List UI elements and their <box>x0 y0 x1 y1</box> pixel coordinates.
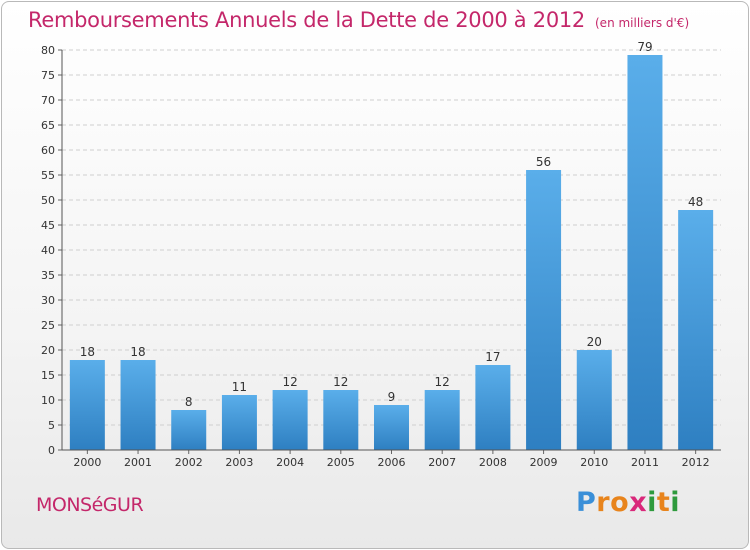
data-label-2007: 12 <box>435 375 450 389</box>
axes <box>61 50 721 451</box>
bar-2002 <box>171 410 207 450</box>
x-tick-label-2005: 2005 <box>327 456 355 469</box>
x-tick-label-2012: 2012 <box>682 456 710 469</box>
bar-2008 <box>475 365 511 450</box>
x-tick-label-2003: 2003 <box>225 456 253 469</box>
y-tick-label: 75 <box>41 69 55 82</box>
data-label-2012: 48 <box>688 195 703 209</box>
data-label-2011: 79 <box>637 40 652 54</box>
logo-letter: x <box>629 487 648 518</box>
chart-title-text: Remboursements Annuels de la Dette de 20… <box>28 8 585 32</box>
y-tick-label: 10 <box>41 394 55 407</box>
y-tick-label: 35 <box>41 269 55 282</box>
x-tick-label-2010: 2010 <box>580 456 608 469</box>
x-tick-label-2011: 2011 <box>631 456 659 469</box>
bar-2012 <box>678 210 714 450</box>
y-tick-label: 40 <box>41 244 55 257</box>
data-label-2009: 56 <box>536 155 551 169</box>
bars <box>69 55 714 450</box>
y-tick-label: 20 <box>41 344 55 357</box>
x-tick-label-2001: 2001 <box>124 456 152 469</box>
logo-letter: i <box>670 487 681 518</box>
logo-letter: t <box>656 487 671 518</box>
bar-2009 <box>526 170 562 450</box>
data-label-2006: 9 <box>388 390 396 404</box>
logo-letter: o <box>610 487 630 518</box>
data-label-2001: 18 <box>130 345 145 359</box>
data-label-2002: 8 <box>185 395 193 409</box>
y-axis-ticks: 0 5 10 15 20 25 30 35 40 45 50 55 60 65 70 75 80 <box>41 44 62 457</box>
y-tick-label: 65 <box>41 119 55 132</box>
y-tick-label: 45 <box>41 219 55 232</box>
y-tick-label: 15 <box>41 369 55 382</box>
data-label-2008: 17 <box>485 350 500 364</box>
commune-name: MONSéGUR <box>36 494 144 516</box>
y-tick-label: 30 <box>41 294 55 307</box>
y-tick-label: 5 <box>48 419 55 432</box>
data-label-2000: 18 <box>80 345 95 359</box>
bar-2001 <box>120 360 156 450</box>
data-label-2005: 12 <box>333 375 348 389</box>
x-tick-label-2004: 2004 <box>276 456 304 469</box>
proxiti-logo: Proxiti <box>576 487 680 518</box>
gridlines <box>62 49 721 426</box>
x-tick-label-2009: 2009 <box>530 456 558 469</box>
bar-2006 <box>374 405 409 450</box>
logo-letter: i <box>647 487 657 518</box>
y-tick-label: 50 <box>41 194 55 207</box>
x-tick-label-2000: 2000 <box>73 456 101 469</box>
bar-2007 <box>424 390 460 450</box>
y-tick-label: 80 <box>41 44 55 57</box>
y-tick-label: 25 <box>41 319 55 332</box>
chart-title: Remboursements Annuels de la Dette de 20… <box>28 8 689 32</box>
bar-2005 <box>323 390 359 450</box>
x-tick-label-2006: 2006 <box>378 456 406 469</box>
bar-2011 <box>627 55 663 450</box>
logo-letter: r <box>596 487 611 518</box>
y-tick-label: 0 <box>48 444 55 457</box>
x-tick-label-2002: 2002 <box>175 456 203 469</box>
x-tick-label-2007: 2007 <box>428 456 456 469</box>
y-tick-label: 55 <box>41 169 55 182</box>
y-tick-label: 70 <box>41 94 55 107</box>
bar-2004 <box>272 390 308 450</box>
chart-unit-note: (en milliers d'€) <box>595 16 690 30</box>
x-tick-label-2008: 2008 <box>479 456 507 469</box>
x-axis-ticks: 2000 2001 2002 2003 2004 2005 2006 2007 2008 2009… <box>73 450 710 469</box>
data-label-2003: 11 <box>232 380 247 394</box>
y-tick-label: 60 <box>41 144 55 157</box>
bar-2010 <box>576 350 612 450</box>
bar-2000 <box>69 360 105 450</box>
logo-letter: P <box>576 487 597 518</box>
bar-2003 <box>221 395 257 450</box>
data-label-2004: 12 <box>282 375 297 389</box>
data-label-2010: 20 <box>587 335 602 349</box>
data-labels: 18 18 8 11 12 12 9 12 17 56 20 79 48 <box>80 40 704 409</box>
